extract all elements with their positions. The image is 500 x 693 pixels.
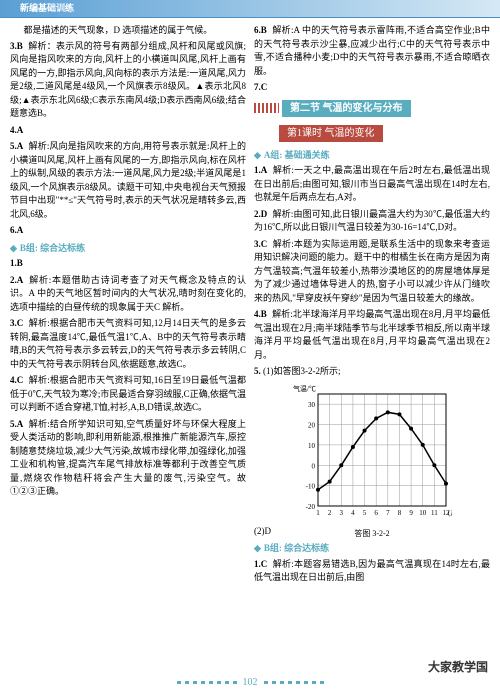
lesson-bar: 第1课时 气温的变化 (279, 125, 383, 142)
content: 都是描述的天气现象，D 选项描述的属于气候。 3.B 解析：表示风的符号有两部分… (0, 18, 500, 594)
right-group-b-label: ◆B组: 综合达标练 (254, 542, 490, 556)
right-ga-q4: 4.B 解析:北半球海洋月平均最高气温出现在8月,月平均最低气温出现在2月;南半… (254, 308, 490, 362)
svg-text:4: 4 (351, 509, 355, 517)
diamond-icon: ◆ (254, 542, 261, 556)
svg-text:9: 9 (409, 509, 413, 517)
chart-caption: 答图 3-2-2 (292, 528, 452, 540)
right-q6: 6.B 解析:A 中的天气符号表示雷阵雨,不适合高空作业;B中的天气符号表示沙尘… (254, 24, 490, 78)
svg-text:2: 2 (328, 509, 332, 517)
svg-text:7: 7 (386, 509, 390, 517)
section-bar: 第二节 气温的变化与分布 (254, 100, 490, 117)
svg-text:20: 20 (308, 421, 316, 429)
svg-text:11: 11 (431, 509, 438, 517)
intro-text: 都是描述的天气现象，D 选项描述的属于气候。 (10, 24, 246, 38)
svg-text:6: 6 (374, 509, 378, 517)
left-gb-q5: 5.A 解析:结合所学知识可知,空气质量好坏与环保大程度上受人类活动的影响,即利… (10, 418, 246, 499)
right-ga-q1: 1.A 解析:一天之中,最高温出现在午后2时左右,最低温出现在日出前后;由图可知… (254, 164, 490, 205)
section-marker-icon (254, 103, 279, 113)
left-q6: 6.A (10, 224, 246, 238)
diamond-icon: ◆ (10, 242, 17, 256)
header-band: 新编基础训练 (0, 0, 500, 18)
right-ga-q5: 5. (1)如答图3-2-2所示; (254, 365, 490, 379)
right-group-a-label: ◆A组: 基础通关练 (254, 149, 490, 163)
right-column: 6.B 解析:A 中的天气符号表示雷阵雨,不适合高空作业;B中的天气符号表示沙尘… (254, 24, 490, 588)
svg-text:气温/℃: 气温/℃ (293, 384, 316, 393)
svg-text:1: 1 (316, 509, 320, 517)
svg-text:8: 8 (398, 509, 402, 517)
left-column: 都是描述的天气现象，D 选项描述的属于气候。 3.B 解析：表示风的符号有两部分… (10, 24, 246, 588)
right-q7: 7.C (254, 81, 490, 95)
header-title: 新编基础训练 (20, 2, 74, 16)
left-q4: 4.A (10, 124, 246, 138)
svg-text:10: 10 (308, 441, 316, 449)
left-q3: 3.B 解析：表示风的符号有两部分组成,风杆和风尾或风旗;风向是指风吹来的方向,… (10, 40, 246, 121)
left-gb-q4: 4.C 解析:根据合肥市天气资料可知,16日至19日最低气温都低于0℃,天气较为… (10, 374, 246, 415)
svg-text:-20: -20 (306, 503, 316, 511)
svg-text:30: 30 (308, 401, 316, 409)
svg-text:3: 3 (340, 509, 344, 517)
svg-text:10: 10 (419, 509, 427, 517)
diamond-icon: ◆ (254, 149, 261, 163)
svg-text:(月): (月) (448, 509, 452, 517)
watermark: 大家教学国 (424, 656, 492, 678)
left-gb-q3: 3.C 解析:根据合肥市天气资料可知,12月14日天气的是多云转阴,最高温度14… (10, 317, 246, 371)
section-title: 第二节 气温的变化与分布 (282, 100, 411, 117)
right-ga-q3: 3.C 解析:本题为实际运用题,是联系生活中的现象来考查运用知识解决问题的能力。… (254, 238, 490, 306)
left-gb-q2: 2.A 解析:本题借助古诗词考查了对天气概念及特点的认识。A 中的天气地区暂时间… (10, 274, 246, 315)
left-group-b-label: ◆B组: 综合达标练 (10, 242, 246, 256)
temperature-chart: -20-100102030123456789101112气温/℃(月) 答图 3… (292, 382, 452, 522)
right-ga-q2: 2.D 解析:由图可知,此日银川最高温大约为30℃,最低温大约为16℃,所以此日… (254, 208, 490, 235)
left-q5: 5.A 解析:风向是指风吹来的方向,用符号表示就是:风杆上的小横道叫风尾,风杆上… (10, 140, 246, 221)
svg-text:0: 0 (312, 462, 316, 470)
svg-text:-10: -10 (306, 482, 316, 490)
left-gb-q1: 1.B (10, 257, 246, 271)
right-gb-q1: 1.C 解析:本题容易错选B,因为最高气温真现在14时左右,最低气温出现在日出前… (254, 558, 490, 585)
chart-svg: -20-100102030123456789101112气温/℃(月) (292, 382, 452, 522)
svg-text:5: 5 (363, 509, 367, 517)
